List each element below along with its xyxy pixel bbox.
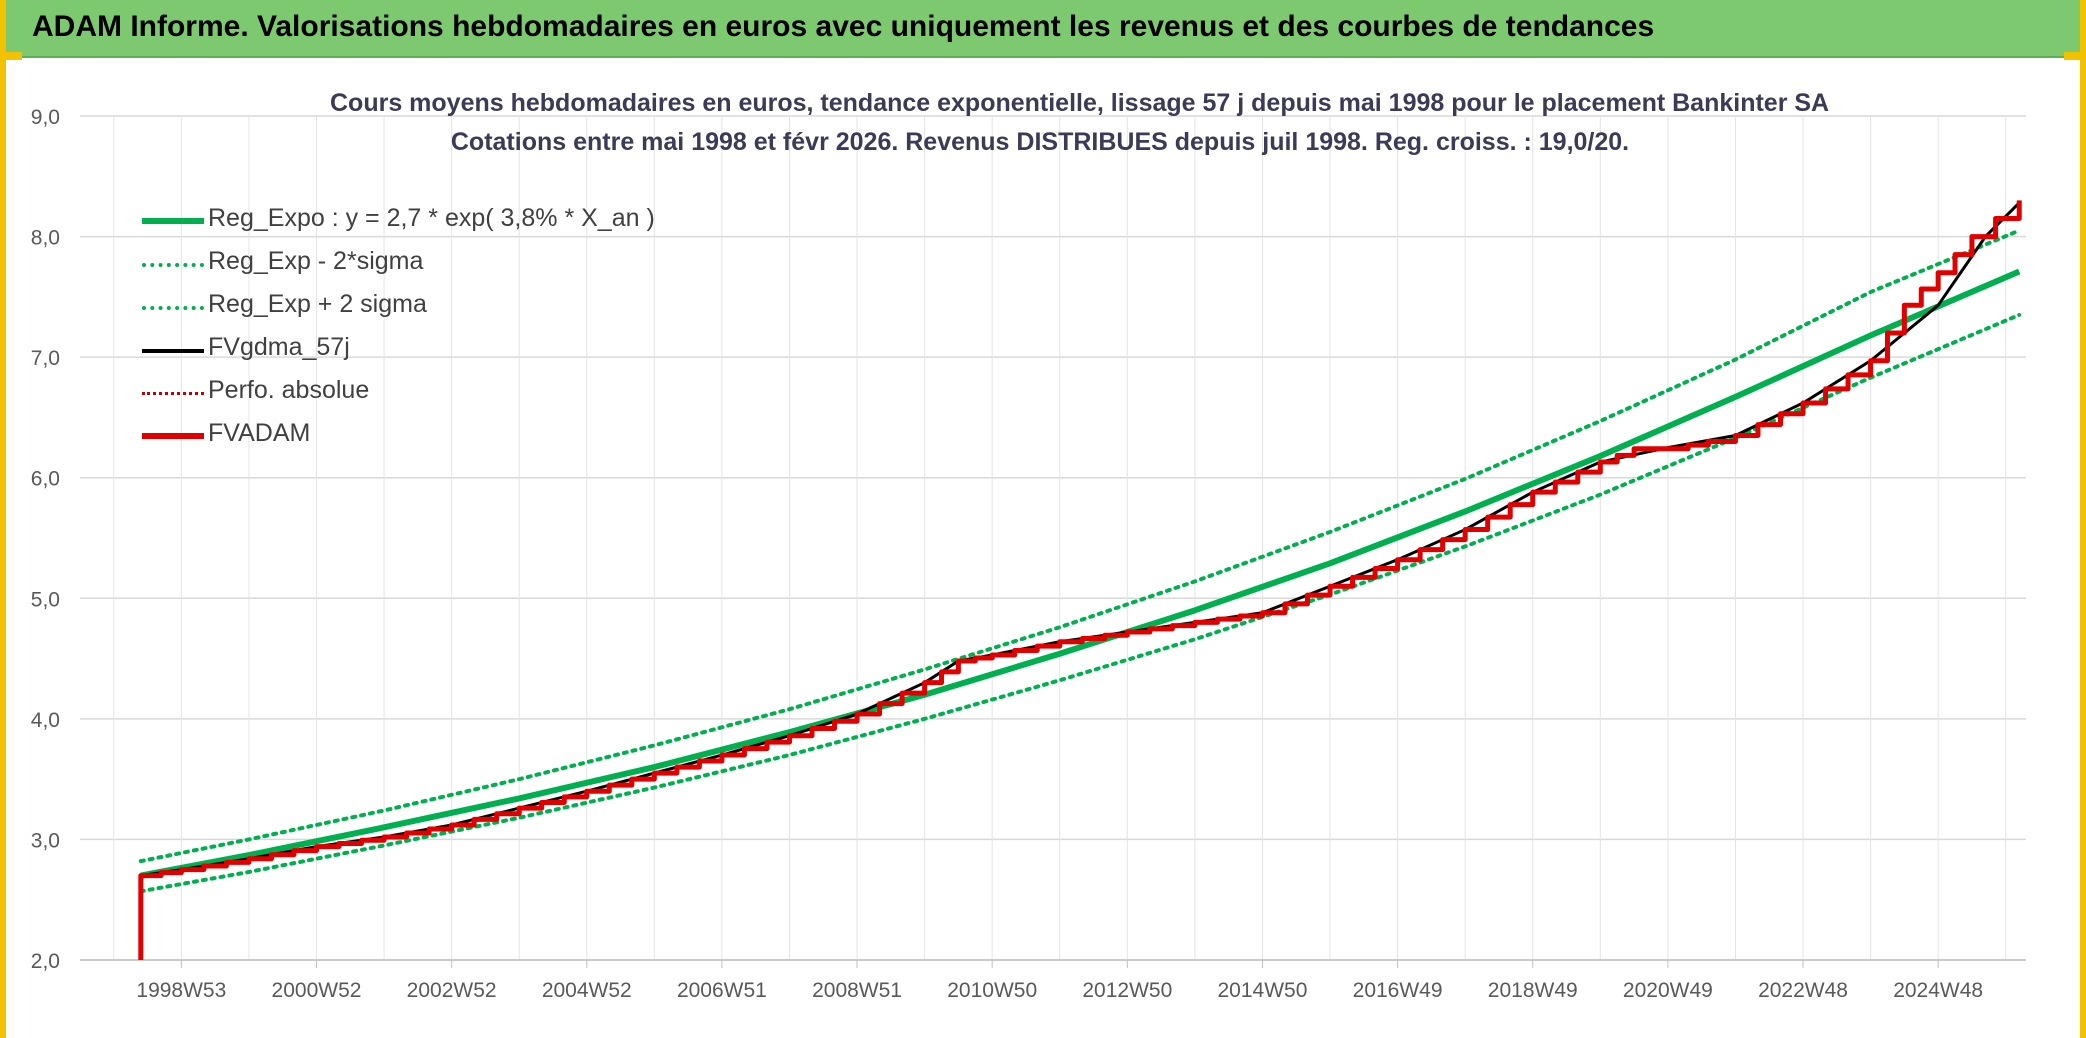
legend-label: FVADAM — [208, 419, 311, 447]
x-tick-label: 2002W52 — [407, 979, 497, 1002]
legend-swatch-red-thick — [142, 433, 204, 439]
frame-border-left — [0, 0, 6, 1038]
y-tick-label: 5,0 — [31, 588, 60, 611]
legend-label: Perfo. absolue — [208, 376, 370, 404]
frame-accent-right — [2064, 52, 2086, 60]
chart-axes: 2,0 3,0 4,0 5,0 6,0 7,0 8,0 9,0 1998W53 2000W52 20… — [31, 106, 2026, 1002]
y-tick-label: 6,0 — [31, 468, 60, 491]
frame-accent-left — [0, 52, 22, 60]
legend-label: Reg_Exp - 2*sigma — [208, 247, 424, 275]
x-tick-label: 2000W52 — [272, 979, 362, 1002]
y-tick-label: 8,0 — [31, 227, 60, 250]
x-tick-label: 2020W49 — [1623, 979, 1713, 1002]
legend-swatch-green-dotted — [142, 306, 204, 310]
legend-swatch-red-dotted — [142, 392, 204, 395]
report-title: ADAM Informe. Valorisations hebdomadaire… — [32, 10, 1655, 43]
x-tick-label: 2018W49 — [1488, 979, 1578, 1002]
y-tick-label: 3,0 — [31, 829, 60, 852]
x-tick-label: 2008W51 — [812, 979, 902, 1002]
frame-border-right — [2080, 0, 2086, 1038]
x-tick-label: 2006W51 — [677, 979, 767, 1002]
y-tick-label: 4,0 — [31, 709, 60, 732]
legend-swatch-green-thick — [142, 218, 204, 224]
chart-title-block: Cours moyens hebdomadaires en euros, ten… — [330, 84, 1830, 162]
y-tick-label: 2,0 — [31, 950, 60, 973]
chart-series — [138, 200, 2022, 960]
legend-swatch-black — [142, 349, 204, 353]
x-tick-label: 2004W52 — [542, 979, 632, 1002]
x-tick-label: 2010W50 — [947, 979, 1037, 1002]
y-tick-label: 7,0 — [31, 347, 60, 370]
x-tick-label: 2016W49 — [1353, 979, 1443, 1002]
legend-label: Reg_Expo : y = 2,7 * exp( 3,8% * X_an ) — [208, 204, 655, 232]
series-line — [138, 200, 2022, 960]
legend-label: FVgdma_57j — [208, 333, 350, 361]
x-tick-label: 2012W50 — [1082, 979, 1172, 1002]
series-line — [138, 312, 2022, 894]
x-tick-label: 2022W48 — [1758, 979, 1848, 1002]
report-header: ADAM Informe. Valorisations hebdomadaire… — [0, 0, 2086, 58]
x-tick-label: 2024W48 — [1893, 979, 1983, 1002]
chart-subtitle: Cotations entre mai 1998 et févr 2026. R… — [450, 128, 1630, 156]
chart-title: Cours moyens hebdomadaires en euros, ten… — [330, 89, 1830, 117]
x-tick-label: 2014W50 — [1218, 979, 1308, 1002]
series-line — [140, 268, 2021, 879]
x-tick-label: 1998W53 — [136, 979, 226, 1002]
chart-grid — [80, 115, 2026, 961]
legend-label: Reg_Exp + 2 sigma — [208, 290, 427, 318]
y-tick-label: 9,0 — [31, 106, 60, 129]
legend-swatch-green-dotted — [142, 263, 204, 267]
series-line — [138, 228, 2022, 864]
